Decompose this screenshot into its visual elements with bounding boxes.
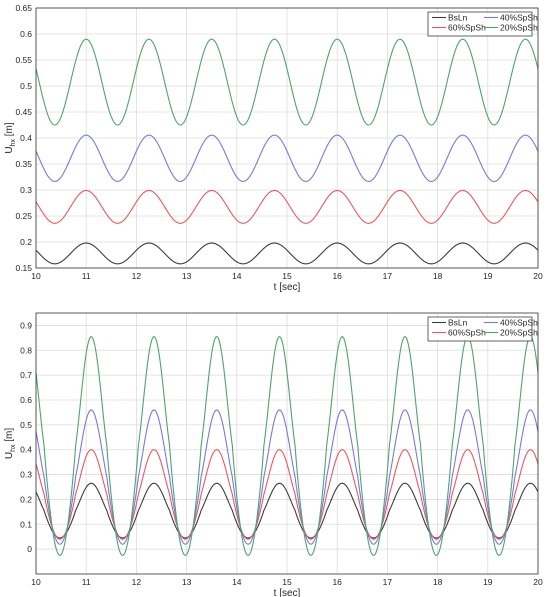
y-tick-label: 0.45: [15, 107, 32, 117]
y-tick-label: 0.35: [15, 159, 32, 169]
y-tick-label: 0.4: [20, 445, 32, 455]
y-axis-label: Uhx [m]: [4, 122, 17, 154]
y-tick-label: 0: [27, 544, 32, 554]
x-tick-label: 19: [483, 271, 493, 281]
x-axis-label: t [sec]: [274, 282, 301, 293]
x-tick-label: 13: [182, 271, 192, 281]
x-tick-label: 20: [533, 271, 543, 281]
x-tick-label: 10: [31, 577, 41, 587]
legend-box: [427, 11, 533, 37]
x-tick-label: 15: [282, 577, 292, 587]
y-tick-label: 0.5: [20, 420, 32, 430]
x-tick-label: 13: [182, 577, 192, 587]
series-line-bsln: [35, 242, 539, 265]
y-tick-label: 0.4: [20, 133, 32, 143]
legend-label: 60%SpSh: [448, 328, 486, 338]
y-axis-label-unit: [m]: [4, 428, 15, 445]
series-line-60pctspsh: [35, 449, 539, 540]
legend-label: 40%SpSh: [500, 318, 538, 328]
y-tick-label: 0.25: [15, 211, 32, 221]
x-tick-label: 12: [132, 271, 142, 281]
y-axis-label: Uhx [m]: [4, 428, 17, 460]
series-line-20pctspsh: [35, 336, 539, 556]
x-tick-label: 19: [483, 577, 493, 587]
series-line-60pctspsh: [35, 189, 539, 224]
legend: BsLn 40%SpSh 60%SpSh 20%SpSh: [427, 11, 538, 37]
x-tick-label: 11: [82, 577, 91, 587]
legend-label: 40%SpSh: [500, 13, 538, 23]
x-tick-label: 10: [31, 271, 41, 281]
y-tick-label: 0.15: [15, 263, 32, 273]
axes-box: [35, 7, 539, 269]
legend-label: BsLn: [448, 13, 468, 23]
x-tick-label: 20: [533, 577, 543, 587]
chart-1: 10 11 12 13 14 15 16 17 18 19 20 0.15 0.2 0.25 0.3 0.35…: [4, 3, 543, 293]
y-tick-label: 0.2: [20, 494, 32, 504]
series-line-20pctspsh: [35, 38, 539, 126]
x-tick-label: 18: [433, 577, 443, 587]
y-tick-label: 0.9: [20, 320, 32, 330]
chart-2: 10 11 12 13 14 15 16 17 18 19 20 0 0.1 0.2 0.3 0.4 0.5 0.…: [4, 312, 543, 597]
x-tick-label: 14: [232, 271, 242, 281]
y-tick-label: 0.2: [20, 237, 32, 247]
series-line-40pctspsh: [35, 409, 539, 545]
series-line-40pctspsh: [35, 134, 539, 182]
y-tick-label: 0.1: [20, 519, 32, 529]
x-tick-label: 12: [132, 577, 142, 587]
x-tick-label: 15: [282, 271, 292, 281]
y-axis-label-sub: hx: [10, 444, 17, 452]
x-axis-label: t [sec]: [274, 588, 301, 597]
y-axis-label-sub: hx: [10, 139, 17, 147]
y-tick-label: 0.6: [20, 29, 32, 39]
y-tick-label: 0.7: [20, 370, 32, 380]
x-tick-label: 11: [82, 271, 91, 281]
y-tick-label: 0.8: [20, 345, 32, 355]
x-tick-label: 14: [232, 577, 242, 587]
y-tick-label: 0.3: [20, 470, 32, 480]
legend-label: 20%SpSh: [500, 23, 538, 33]
legend-label: BsLn: [448, 318, 468, 328]
y-axis-label-unit: [m]: [4, 122, 15, 139]
x-tick-label: 16: [332, 577, 342, 587]
y-tick-label: 0.3: [20, 185, 32, 195]
y-tick-label: 0.6: [20, 395, 32, 405]
legend-label: 60%SpSh: [448, 23, 486, 33]
y-axis-label-main: U: [4, 452, 15, 459]
x-tick-label: 17: [383, 271, 393, 281]
x-tick-label: 16: [332, 271, 342, 281]
x-tick-label: 17: [383, 577, 393, 587]
y-axis-label-main: U: [4, 146, 15, 153]
x-tick-label: 18: [433, 271, 443, 281]
legend-label: 20%SpSh: [500, 328, 538, 338]
y-tick-label: 0.5: [20, 81, 32, 91]
axes-box: [35, 312, 539, 575]
y-tick-label: 0.55: [15, 55, 32, 65]
legend-box: [427, 316, 533, 342]
y-tick-label: 0.65: [15, 3, 32, 13]
legend: BsLn 40%SpSh 60%SpSh 20%SpSh: [427, 316, 538, 342]
